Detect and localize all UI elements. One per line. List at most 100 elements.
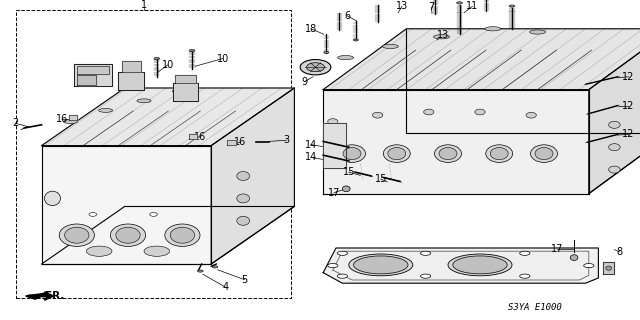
Ellipse shape — [154, 58, 160, 60]
Ellipse shape — [584, 263, 594, 268]
Text: 8: 8 — [616, 247, 623, 257]
Ellipse shape — [457, 2, 463, 4]
Text: 14: 14 — [305, 140, 317, 150]
Text: 15: 15 — [374, 174, 387, 184]
Ellipse shape — [328, 263, 338, 268]
Ellipse shape — [609, 166, 620, 173]
Ellipse shape — [343, 148, 361, 160]
Ellipse shape — [434, 35, 449, 39]
Polygon shape — [323, 90, 589, 194]
Ellipse shape — [485, 27, 501, 31]
Ellipse shape — [475, 109, 485, 115]
Ellipse shape — [337, 274, 348, 278]
Text: 12: 12 — [622, 72, 635, 82]
Ellipse shape — [172, 89, 186, 93]
Polygon shape — [175, 75, 196, 83]
Ellipse shape — [307, 63, 324, 72]
Ellipse shape — [520, 251, 530, 255]
Text: 16: 16 — [193, 132, 206, 142]
Ellipse shape — [150, 212, 157, 216]
Ellipse shape — [342, 186, 350, 192]
Ellipse shape — [526, 112, 536, 118]
Ellipse shape — [509, 5, 515, 7]
Polygon shape — [118, 72, 144, 90]
Ellipse shape — [609, 121, 620, 128]
Ellipse shape — [300, 60, 331, 75]
Ellipse shape — [237, 194, 250, 203]
Ellipse shape — [197, 270, 204, 272]
Polygon shape — [603, 262, 614, 274]
Polygon shape — [69, 115, 77, 120]
Text: 18: 18 — [305, 24, 317, 34]
Polygon shape — [189, 134, 197, 139]
Text: 16: 16 — [234, 137, 246, 148]
Polygon shape — [122, 61, 141, 72]
Ellipse shape — [530, 30, 545, 34]
Text: 13: 13 — [396, 1, 408, 12]
Polygon shape — [42, 88, 294, 146]
Ellipse shape — [535, 148, 553, 160]
Text: 1: 1 — [141, 0, 147, 11]
Ellipse shape — [388, 148, 406, 160]
Polygon shape — [26, 293, 48, 299]
Ellipse shape — [45, 191, 61, 206]
Text: 5: 5 — [241, 275, 248, 285]
Text: 10: 10 — [161, 60, 174, 70]
Text: 10: 10 — [216, 53, 229, 64]
Text: 9: 9 — [301, 76, 308, 87]
Ellipse shape — [237, 172, 250, 180]
Ellipse shape — [337, 251, 348, 255]
Ellipse shape — [212, 266, 218, 268]
Ellipse shape — [170, 227, 195, 243]
Polygon shape — [173, 83, 198, 101]
Ellipse shape — [324, 52, 329, 53]
Text: 7: 7 — [428, 2, 435, 12]
Text: 16: 16 — [56, 114, 68, 124]
Ellipse shape — [89, 212, 97, 216]
Polygon shape — [227, 140, 236, 145]
Ellipse shape — [99, 108, 113, 112]
Ellipse shape — [165, 224, 200, 246]
Ellipse shape — [520, 274, 530, 278]
Ellipse shape — [189, 49, 195, 52]
Polygon shape — [211, 88, 294, 264]
Ellipse shape — [116, 227, 140, 243]
Bar — [16, 10, 291, 298]
Text: 17: 17 — [550, 244, 563, 254]
Ellipse shape — [59, 224, 95, 246]
Ellipse shape — [237, 216, 250, 225]
Text: 12: 12 — [622, 100, 635, 111]
Text: 3: 3 — [284, 135, 290, 145]
Text: FR.: FR. — [45, 291, 64, 301]
Polygon shape — [77, 75, 96, 85]
Text: 13: 13 — [437, 29, 450, 40]
Ellipse shape — [420, 274, 431, 278]
Polygon shape — [323, 29, 640, 90]
Ellipse shape — [63, 120, 77, 124]
Ellipse shape — [570, 255, 578, 260]
Ellipse shape — [328, 119, 338, 124]
Text: 17: 17 — [328, 188, 340, 198]
Text: 11: 11 — [466, 1, 479, 12]
Ellipse shape — [383, 44, 398, 48]
Text: 4: 4 — [222, 282, 228, 292]
Text: 12: 12 — [622, 129, 635, 140]
Text: 2: 2 — [12, 118, 19, 128]
Ellipse shape — [86, 246, 112, 256]
Ellipse shape — [486, 145, 513, 163]
Ellipse shape — [490, 148, 508, 160]
Ellipse shape — [65, 227, 89, 243]
Polygon shape — [77, 66, 109, 74]
Text: S3YA E1000: S3YA E1000 — [508, 303, 561, 312]
Polygon shape — [74, 64, 112, 86]
Ellipse shape — [435, 145, 461, 163]
Ellipse shape — [424, 109, 434, 115]
Ellipse shape — [338, 56, 354, 60]
Ellipse shape — [531, 145, 557, 163]
Polygon shape — [323, 248, 598, 283]
Ellipse shape — [383, 145, 410, 163]
Ellipse shape — [111, 224, 146, 246]
Ellipse shape — [453, 256, 507, 274]
Ellipse shape — [353, 256, 408, 274]
Ellipse shape — [353, 39, 358, 41]
